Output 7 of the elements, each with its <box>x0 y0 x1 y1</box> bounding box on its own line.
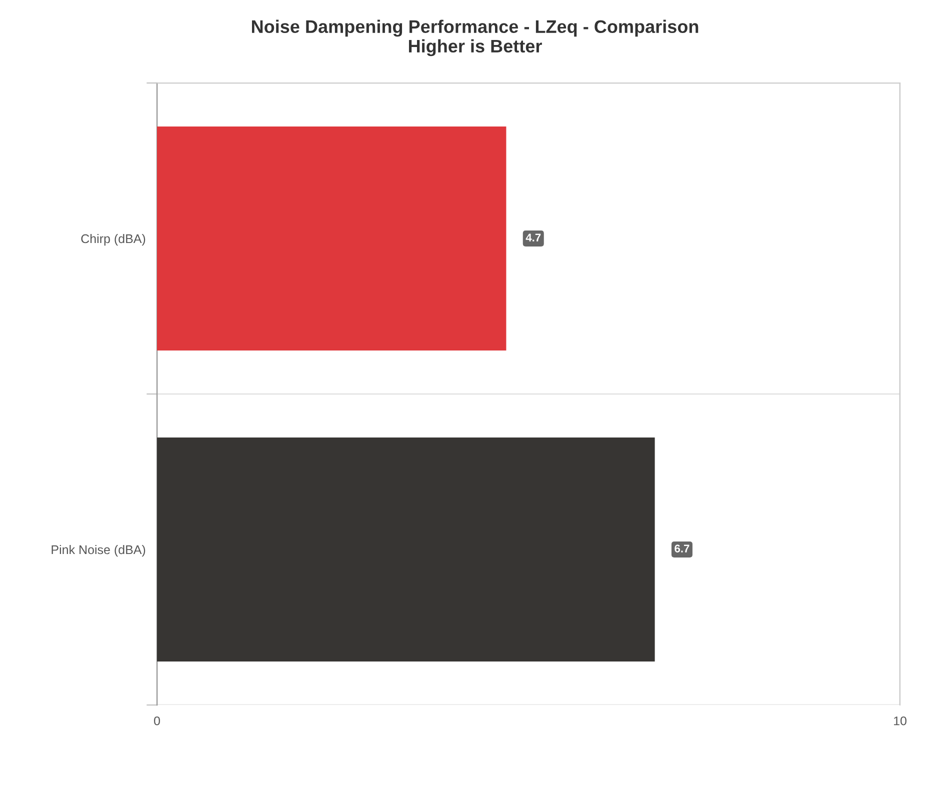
x-tick-label: 10 <box>894 716 906 726</box>
chart-title: Noise Dampening Performance - LZeq - Comparison Higher is Better <box>252 20 698 56</box>
data-label: 6.7 <box>674 544 690 552</box>
y-tick-label: Pink Noise (dBA) <box>52 544 146 557</box>
data-label: 4.7 <box>526 234 541 242</box>
y-tick-label: Chirp (dBA) <box>81 234 146 246</box>
x-tick-label: 0 <box>154 716 160 726</box>
